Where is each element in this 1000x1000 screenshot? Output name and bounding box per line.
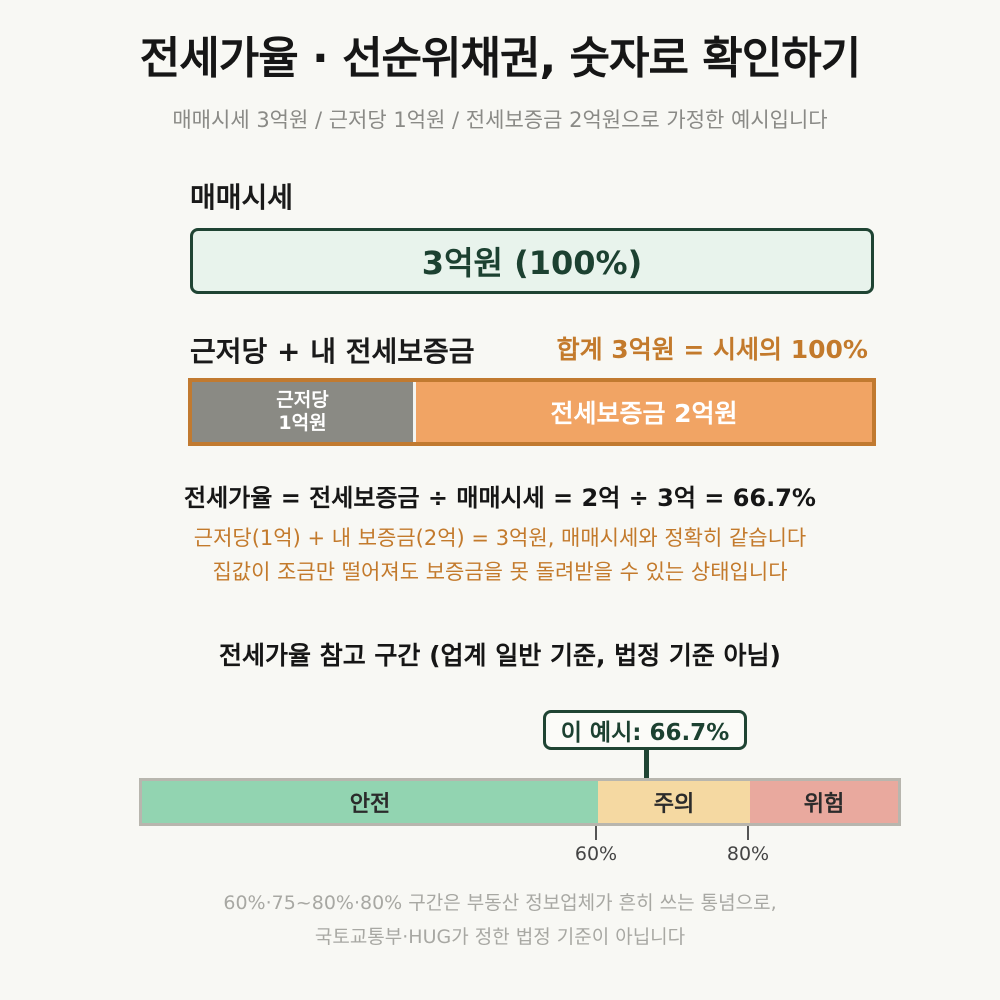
tick-60-label: 60% [574, 843, 618, 865]
page-title: 전세가율 · 선순위채권, 숫자로 확인하기 [139, 33, 861, 84]
page-subtitle: 매매시세 3억원 / 근저당 1억원 / 전세보증금 2억원으로 가정한 예시입… [172, 108, 828, 132]
tick-60 [595, 826, 597, 840]
zone-safe-label: 안전 [349, 792, 391, 817]
zone-caution: 주의 [598, 781, 750, 823]
ratio-range-bar: 안전 주의 위험 [139, 778, 901, 826]
mortgage-segment-label: 근저당 [276, 389, 329, 411]
example-marker-stem [644, 750, 649, 780]
deposit-segment-label: 전세보증금 2억원 [550, 399, 738, 428]
zone-danger-label: 위험 [803, 792, 845, 817]
mortgage-segment: 근저당 1억원 [192, 382, 416, 442]
zone-danger: 위험 [750, 781, 898, 823]
market-price-label: 매매시세 [190, 181, 294, 214]
explanation-note-2: 집값이 조금만 떨어져도 보증금을 못 돌려받을 수 있는 상태입니다 [212, 560, 788, 584]
zone-caution-label: 주의 [653, 792, 695, 817]
market-price-value: 3억원 (100%) [421, 244, 643, 282]
market-price-box: 3억원 (100%) [190, 228, 874, 294]
footnote-line-2: 국토교통부·HUG가 정한 법정 기준이 아닙니다 [314, 926, 686, 948]
example-marker-box: 이 예시: 66.7% [543, 710, 747, 750]
combined-label: 근저당 + 내 전세보증금 [190, 335, 475, 368]
example-marker-label: 이 예시: 66.7% [560, 720, 730, 746]
reference-title: 전세가율 참고 구간 (업계 일반 기준, 법정 기준 아님) [219, 641, 781, 670]
mortgage-segment-value: 1억원 [278, 412, 327, 434]
ratio-formula: 전세가율 = 전세보증금 ÷ 매매시세 = 2억 ÷ 3억 = 66.7% [184, 484, 816, 512]
zone-safe: 안전 [142, 781, 598, 823]
combined-total: 합계 3억원 = 시세의 100% [556, 335, 868, 364]
combined-bar: 근저당 1억원 전세보증금 2억원 [188, 378, 876, 446]
tick-80 [747, 826, 749, 840]
explanation-note-1: 근저당(1억) + 내 보증금(2억) = 3억원, 매매시세와 정확히 같습니… [193, 526, 807, 550]
footnote-line-1: 60%·75~80%·80% 구간은 부동산 정보업체가 흔히 쓰는 통념으로, [223, 892, 777, 914]
tick-80-label: 80% [726, 843, 770, 865]
deposit-segment: 전세보증금 2억원 [416, 382, 872, 442]
